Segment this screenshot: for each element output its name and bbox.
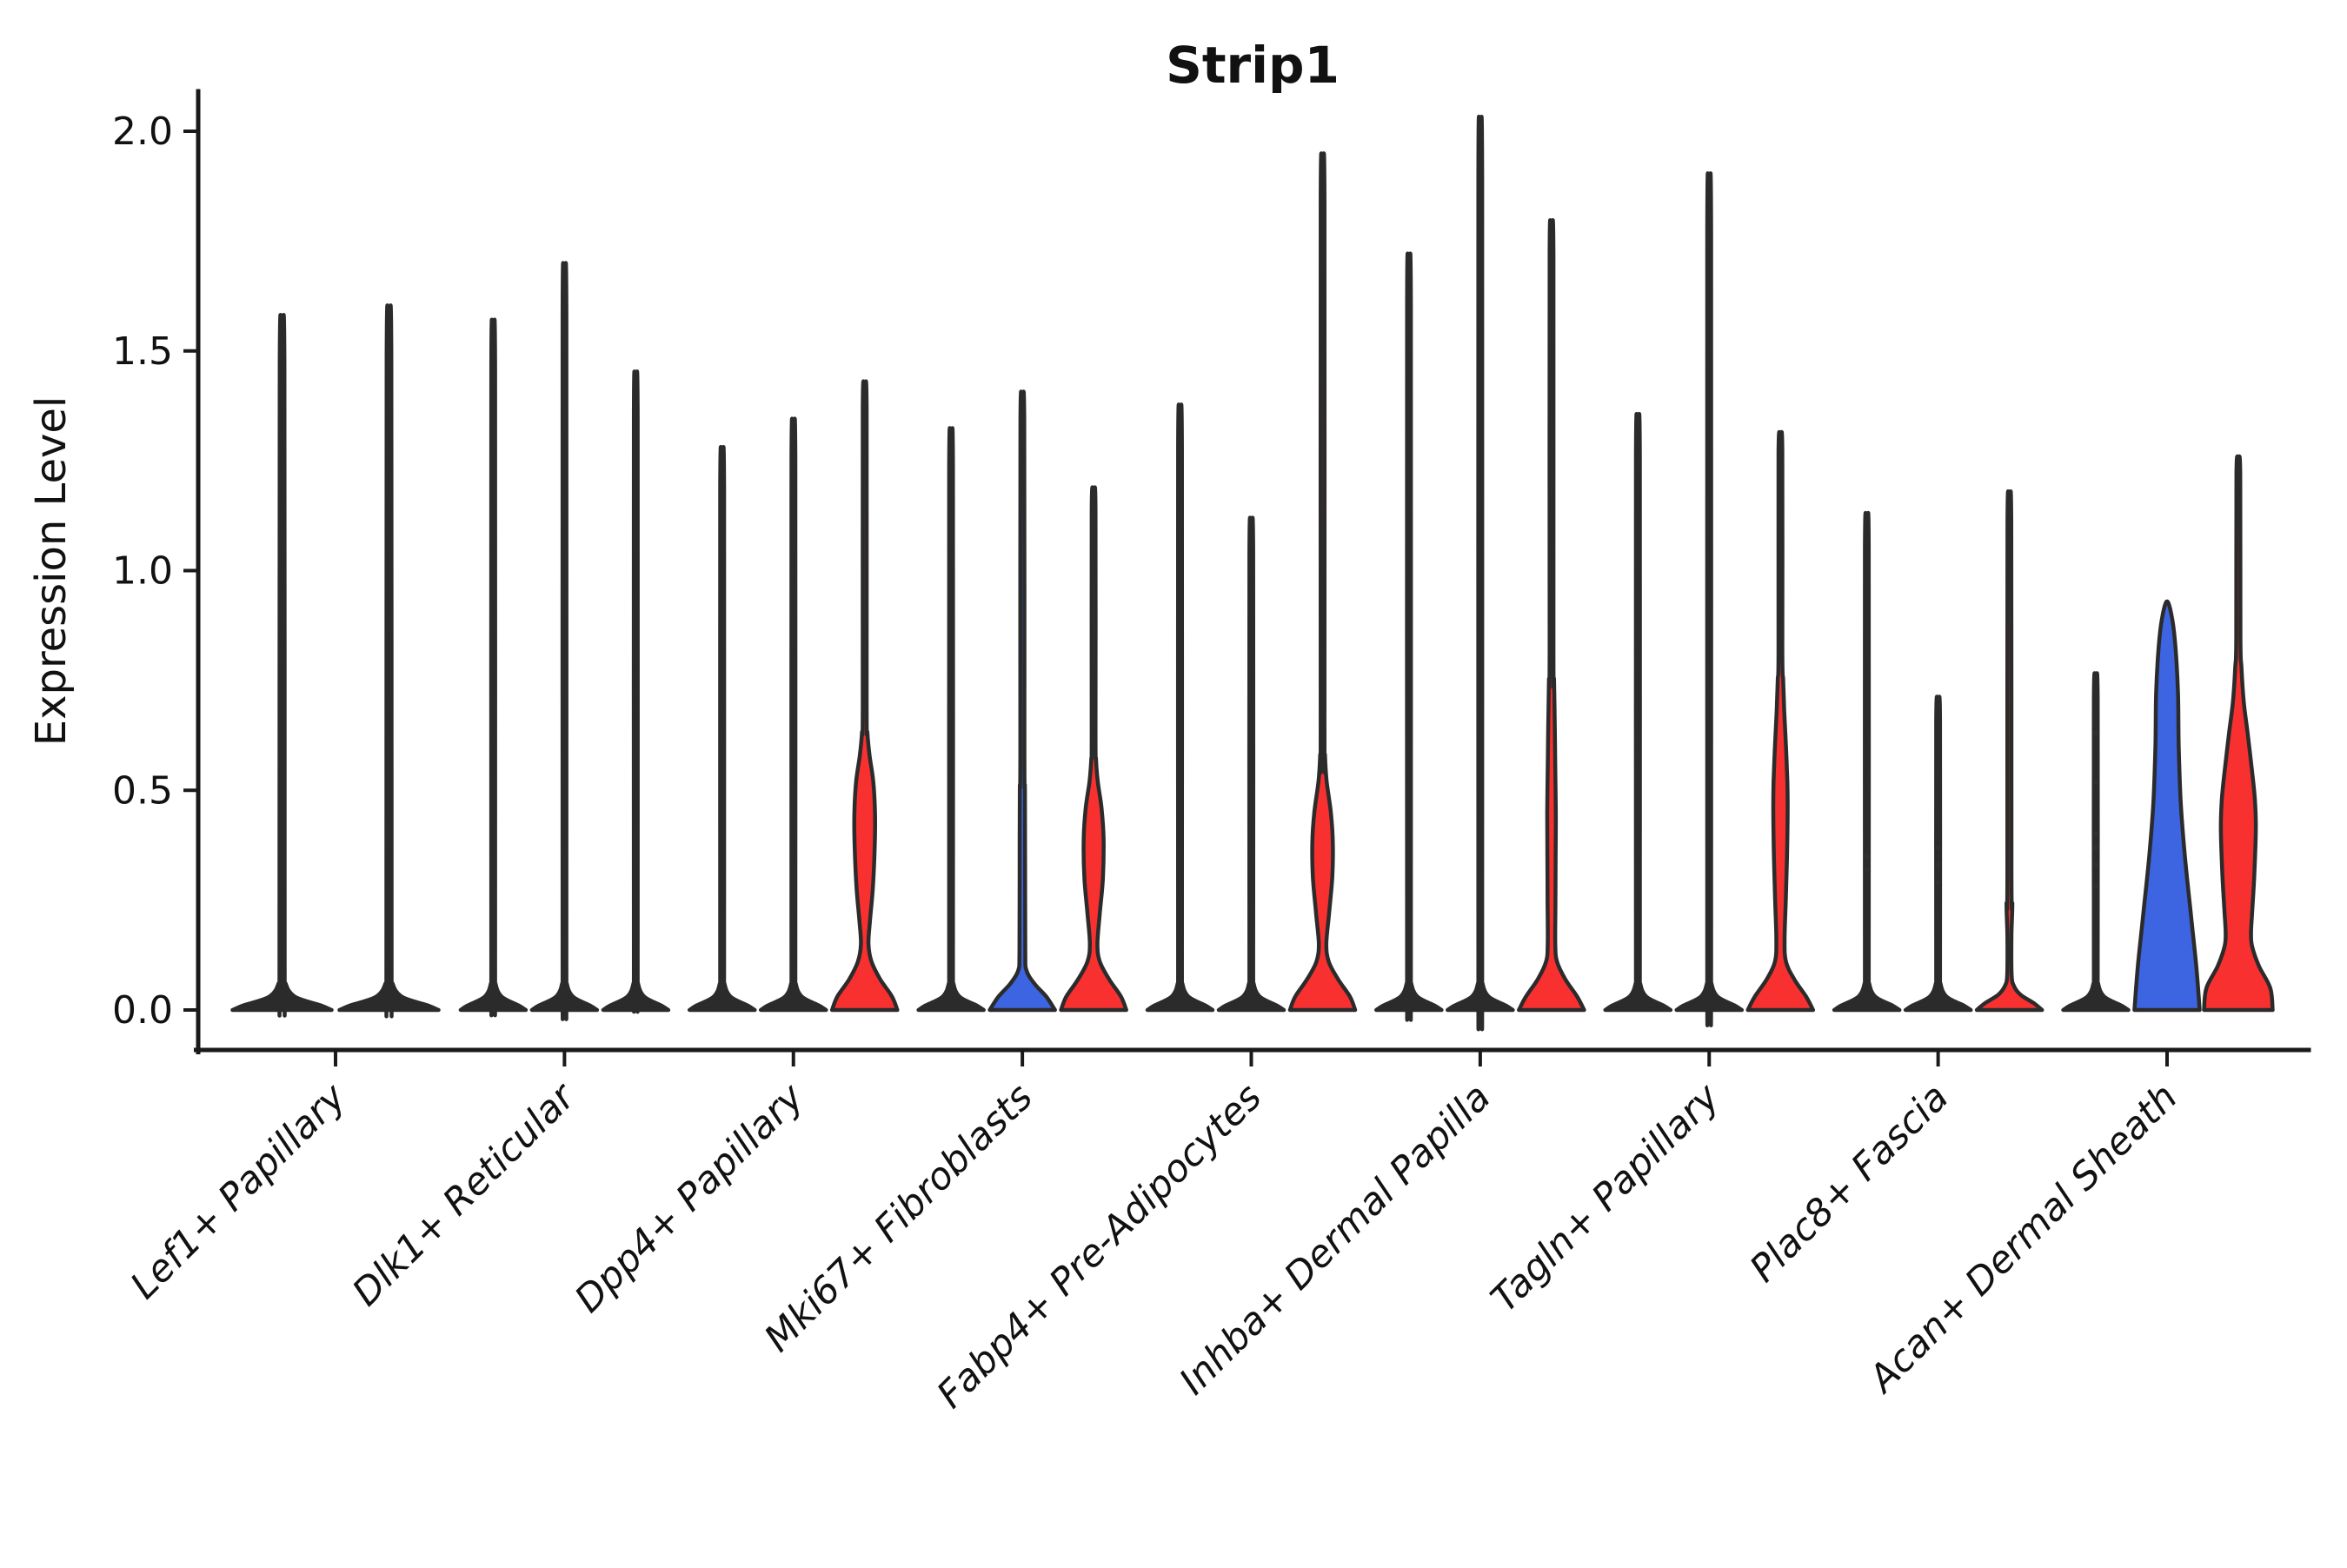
violin-6-2 [1745, 429, 1816, 1013]
violin-2-1 [758, 416, 828, 1013]
violin-2-0 [687, 445, 757, 1013]
violin-6-0 [1603, 412, 1673, 1013]
violin-8-1 [2132, 599, 2202, 1013]
violin-7-2 [1974, 489, 2044, 1013]
violins-layer [230, 115, 2275, 1032]
expression-point [2093, 844, 2098, 850]
x-tick-label-6: Tagln+ Papillary [1483, 1075, 1729, 1321]
y-tick-label-3: 1.5 [112, 329, 173, 374]
expression-point [1864, 854, 1870, 860]
x-tick-label-0: Lef1+ Papillary [123, 1075, 355, 1307]
violin-4-1 [1216, 515, 1287, 1013]
data-points-layer [1864, 730, 2098, 890]
expression-point [2093, 831, 2098, 837]
expression-point [2093, 862, 2098, 868]
violin-1-2 [601, 369, 671, 1014]
violin-7-1 [1903, 694, 1973, 1013]
violin-5-1 [1446, 115, 1515, 1032]
violin-6-1 [1674, 171, 1745, 1027]
violin-0-1 [337, 303, 441, 1019]
violin-1-0 [458, 317, 529, 1018]
y-axis-ticks: 0.0 0.5 1.0 1.5 2.0 [112, 110, 198, 1033]
y-tick-label-4: 2.0 [112, 110, 173, 154]
expression-point [2093, 779, 2098, 785]
violin-8-2 [2202, 454, 2275, 1013]
expression-point [1935, 862, 1941, 868]
expression-point [1935, 844, 1941, 850]
violin-3-1 [987, 389, 1057, 1013]
x-tick-label-2: Dpp4+ Papillary [567, 1075, 813, 1321]
violin-4-2 [1287, 151, 1358, 1013]
violin-0-0 [230, 313, 334, 1018]
violin-2-2 [829, 379, 900, 1013]
violin-5-0 [1374, 251, 1444, 1022]
violin-8-0 [2061, 671, 2131, 1013]
y-tick-label-2: 1.0 [112, 549, 173, 594]
expression-point [1935, 880, 1941, 886]
y-axis-label: Expression Level [27, 396, 76, 747]
violin-1-1 [529, 261, 600, 1021]
x-tick-label-7: Plac8+ Fascia [1742, 1075, 1958, 1291]
violin-7-0 [1832, 510, 1902, 1013]
expression-point [2093, 884, 2098, 890]
violin-5-2 [1517, 218, 1586, 1013]
expression-point [1864, 867, 1870, 873]
x-tick-label-1: Dlk1+ Reticular [344, 1074, 585, 1315]
violin-3-0 [916, 426, 986, 1013]
violin-3-2 [1059, 485, 1128, 1013]
plot-title: Strip1 [1166, 36, 1340, 95]
violin-4-0 [1145, 402, 1215, 1013]
expression-point [2093, 730, 2098, 736]
y-tick-label-0: 0.0 [112, 988, 173, 1033]
y-tick-label-1: 0.5 [112, 768, 173, 813]
